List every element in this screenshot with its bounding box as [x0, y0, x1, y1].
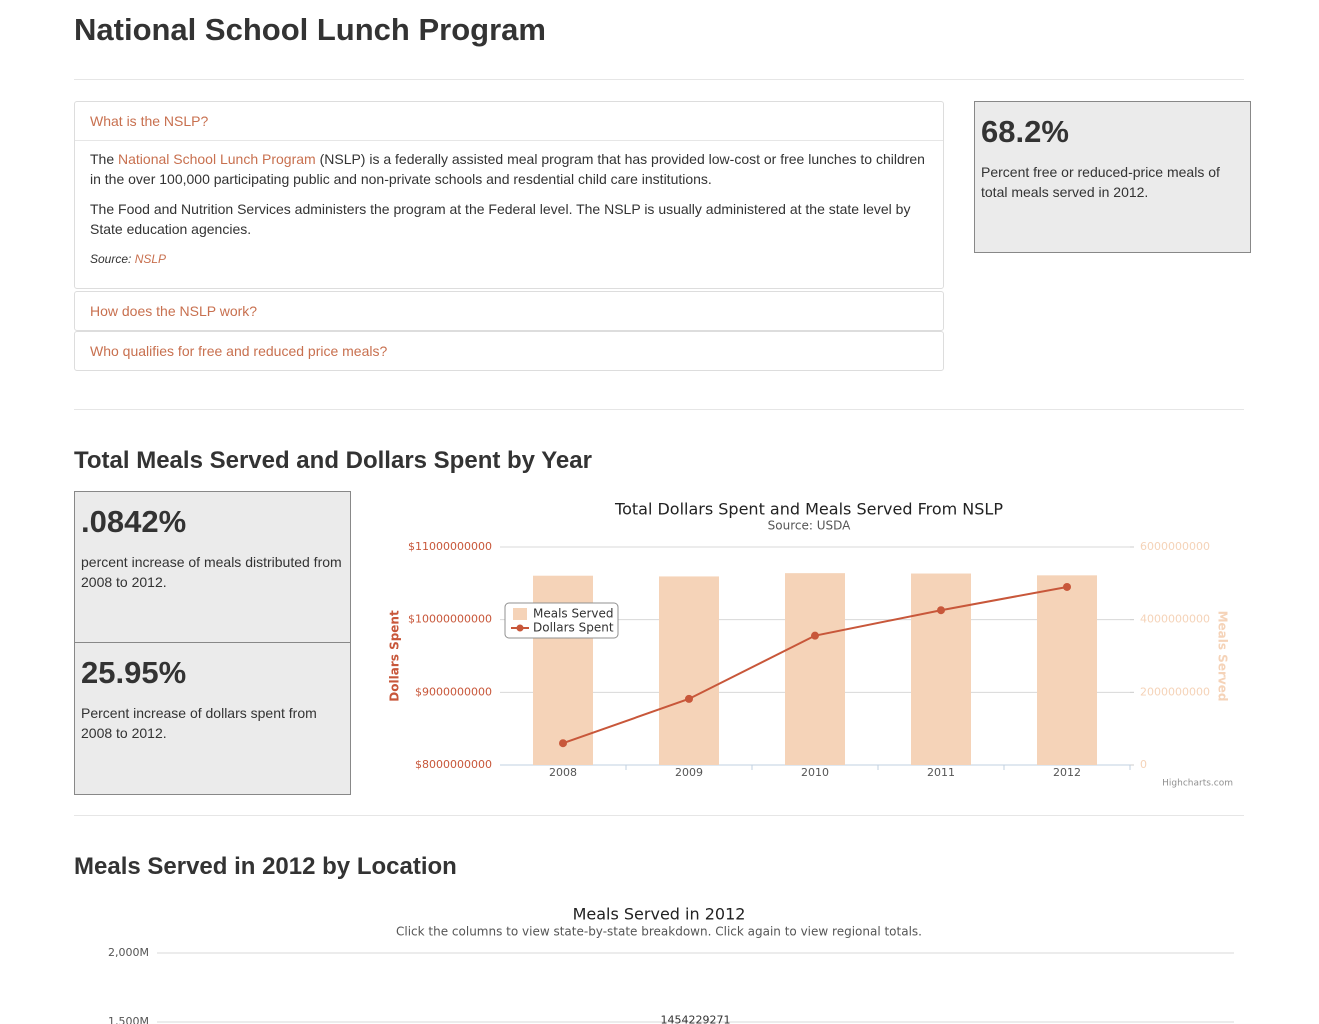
bar [1037, 575, 1097, 765]
text: The [90, 151, 119, 167]
y2-tick-label: 6000000000 [1140, 540, 1210, 553]
paragraph: The Food and Nutrition Services administ… [90, 201, 911, 237]
accordion-heading[interactable]: What is the NSLP? [90, 113, 209, 129]
stat-box: 25.95% Percent increase of dollars spent… [74, 642, 351, 795]
y2-tick-label: 2000000000 [1140, 685, 1210, 698]
chart-subtitle: Source: USDA [768, 519, 852, 533]
x-tick-label: 2012 [1053, 766, 1081, 779]
accordion-heading[interactable]: Who qualifies for free and reduced price… [90, 343, 388, 359]
y2-tick-label: 0 [1140, 758, 1147, 771]
line-point [937, 606, 945, 615]
legend-label: Dollars Spent [533, 621, 614, 635]
chart-subtitle: Click the columns to view state-by-state… [396, 925, 922, 939]
text: (NSLP) is a federally assisted meal prog… [90, 151, 925, 187]
y-tick-label: 2,000M [108, 946, 149, 959]
y-tick-label: $10000000000 [408, 613, 492, 626]
section-title: Total Meals Served and Dollars Spent by … [74, 447, 592, 474]
stat-box: .0842% percent increase of meals distrib… [74, 491, 351, 643]
chart-title: Total Dollars Spent and Meals Served Fro… [614, 500, 1003, 519]
x-tick-label: 2010 [801, 766, 829, 779]
source-link[interactable]: NSLP [134, 252, 167, 266]
y-tick-label: $9000000000 [415, 685, 492, 698]
stat-box: 68.2% Percent free or reduced-price meal… [974, 101, 1251, 253]
line-point [1063, 582, 1071, 591]
divider [74, 409, 1244, 410]
section-title: Meals Served in 2012 by Location [74, 853, 457, 880]
accordion-heading[interactable]: How does the NSLP work? [90, 303, 258, 319]
bar [911, 573, 971, 765]
y2-tick-label: 4000000000 [1140, 613, 1210, 626]
y-tick-label: 1,500M [108, 1015, 149, 1024]
accordion-panel: Who qualifies for free and reduced price… [74, 331, 944, 371]
source: Source: NSLP [90, 249, 928, 269]
line-point [685, 694, 693, 703]
stat-text: percent increase of meals distributed fr… [81, 554, 342, 590]
y-tick-label: $8000000000 [415, 758, 492, 771]
bar [785, 573, 845, 765]
legend-box [504, 602, 619, 639]
accordion-body: The National School Lunch Program (NSLP)… [75, 140, 943, 281]
stat-value: .0842% [81, 504, 187, 539]
divider [74, 815, 1244, 816]
source-label: Source: [90, 252, 132, 266]
page-title: National School Lunch Program [74, 12, 546, 47]
line-point [559, 739, 567, 748]
stat-value: 68.2% [981, 114, 1069, 149]
x-tick-label: 2011 [927, 766, 955, 779]
data-label: 1454229271 [661, 1013, 731, 1024]
chart-title: Meals Served in 2012 [573, 905, 746, 924]
y2-axis-title: Meals Served [1216, 611, 1230, 702]
x-tick-label: 2008 [549, 766, 577, 779]
legend-swatch [513, 608, 527, 620]
paragraph: The National School Lunch Program (NSLP)… [90, 149, 928, 189]
x-tick-label: 2009 [675, 766, 703, 779]
y-axis-title: Dollars Spent [388, 610, 402, 702]
line-point [811, 631, 819, 640]
divider [74, 79, 1244, 80]
stat-text: Percent free or reduced-price meals of t… [981, 164, 1220, 200]
accordion-panel: What is the NSLP? The National School Lu… [74, 101, 944, 289]
legend-swatch [516, 624, 524, 632]
stat-value: 25.95% [81, 655, 187, 690]
chart: Total Dollars Spent and Meals Served Fro… [388, 500, 1234, 789]
bar [659, 576, 719, 765]
y-tick-label: $11000000000 [408, 540, 492, 553]
credit: Highcharts.com [1162, 779, 1233, 789]
stat-text: Percent increase of dollars spent from 2… [81, 705, 317, 741]
legend-label: Meals Served [533, 607, 614, 621]
accordion-panel: How does the NSLP work? [74, 291, 944, 331]
link[interactable]: National School Lunch Program [118, 151, 316, 167]
